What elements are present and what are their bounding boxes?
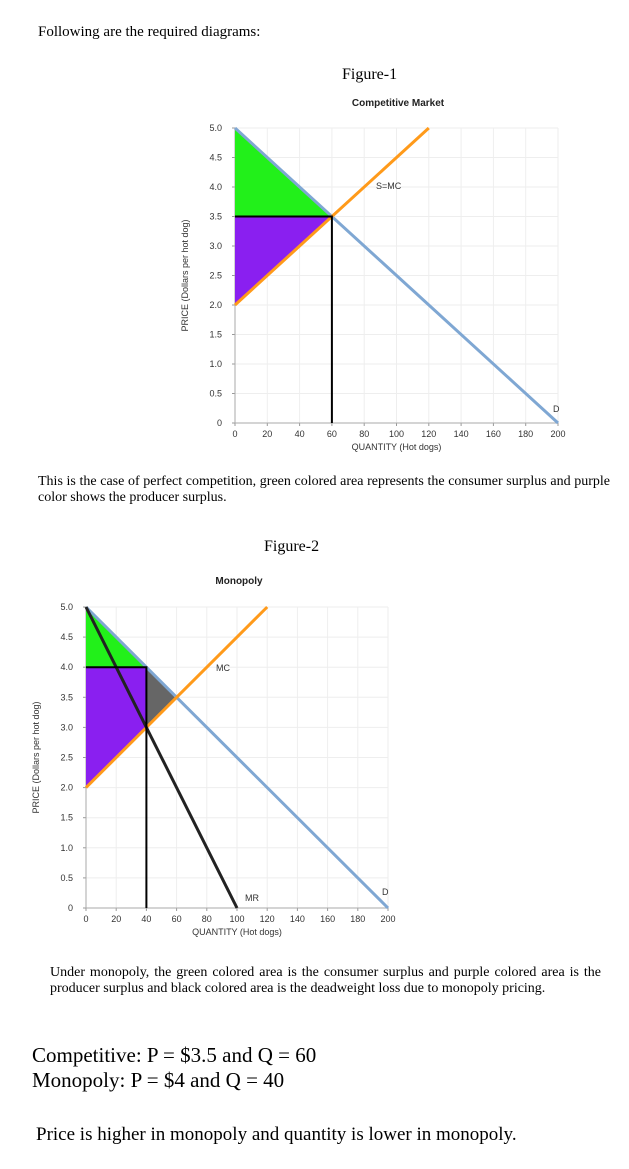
y-tick-label: 2.0 <box>60 783 73 793</box>
series-label-d: D <box>382 887 389 897</box>
series-line-d <box>233 126 560 425</box>
x-tick-label: 100 <box>229 914 244 924</box>
series-label-mc: MC <box>216 663 230 673</box>
x-tick-label: 160 <box>486 429 501 439</box>
y-tick-label: 3.0 <box>60 722 73 732</box>
x-tick-label: 0 <box>232 429 237 439</box>
x-tick-label: 120 <box>421 429 436 439</box>
series-label-s-mc: S=MC <box>376 181 402 191</box>
x-tick-label: 140 <box>290 914 305 924</box>
y-tick-label: 4.0 <box>209 182 222 192</box>
x-tick-label: 80 <box>202 914 212 924</box>
deadweight-loss-area <box>146 667 177 728</box>
x-axis-label: QUANTITY (Hot dogs) <box>192 927 282 937</box>
series-line-d <box>84 605 390 910</box>
y-tick-label: 1.0 <box>209 359 222 369</box>
x-tick-label: 0 <box>83 914 88 924</box>
x-tick-label: 40 <box>141 914 151 924</box>
x-tick-label: 20 <box>262 429 272 439</box>
series-line-mc <box>84 605 269 789</box>
x-tick-label: 60 <box>327 429 337 439</box>
y-tick-label: 1.5 <box>209 330 222 340</box>
y-tick-label: 0 <box>217 418 222 428</box>
y-tick-label: 0.5 <box>209 389 222 399</box>
series-line-mr <box>84 606 239 909</box>
x-tick-label: 140 <box>454 429 469 439</box>
x-tick-label: 60 <box>172 914 182 924</box>
chart-title: Monopoly <box>215 576 263 587</box>
x-tick-label: 180 <box>518 429 533 439</box>
figure2-caption: Figure-2 <box>264 538 320 555</box>
y-tick-label: 2.0 <box>209 300 222 310</box>
x-tick-label: 180 <box>350 914 365 924</box>
y-tick-label: 0.5 <box>60 873 73 883</box>
result-monopoly: Monopoly: P = $4 and Q = 40 <box>32 1068 285 1092</box>
x-tick-label: 40 <box>295 429 305 439</box>
y-tick-label: 5.0 <box>209 123 222 133</box>
y-tick-label: 0 <box>68 903 73 913</box>
result-competitive: Competitive: P = $3.5 and Q = 60 <box>32 1043 317 1067</box>
x-tick-label: 160 <box>320 914 335 924</box>
x-tick-label: 120 <box>260 914 275 924</box>
y-tick-label: 3.0 <box>209 241 222 251</box>
y-tick-label: 4.5 <box>60 632 73 642</box>
y-tick-label: 4.0 <box>60 662 73 672</box>
paragraph-competition: This is the case of perfect competition,… <box>38 474 610 505</box>
chart-title: Competitive Market <box>352 98 445 109</box>
intro-text: Following are the required diagrams: <box>38 24 261 40</box>
conclusion-text: Price is higher in monopoly and quantity… <box>36 1124 517 1145</box>
x-axis-label: QUANTITY (Hot dogs) <box>352 442 442 452</box>
y-axis-label: PRICE (Dollars per hot dog) <box>31 701 41 813</box>
y-tick-label: 1.5 <box>60 813 73 823</box>
x-tick-label: 80 <box>359 429 369 439</box>
y-tick-label: 2.5 <box>209 271 222 281</box>
x-tick-label: 200 <box>550 429 565 439</box>
y-tick-label: 4.5 <box>209 153 222 163</box>
x-tick-label: 20 <box>111 914 121 924</box>
series-label-d: D <box>553 404 560 414</box>
figure1-caption: Figure-1 <box>342 66 398 83</box>
y-tick-label: 2.5 <box>60 753 73 763</box>
series-label-mr: MR <box>245 893 259 903</box>
paragraph-monopoly: Under monopoly, the green colored area i… <box>50 965 601 996</box>
equilibrium-lines <box>235 215 333 423</box>
equilibrium-lines <box>86 666 148 908</box>
y-axis-label: PRICE (Dollars per hot dog) <box>180 219 190 331</box>
y-tick-label: 3.5 <box>209 212 222 222</box>
y-tick-label: 5.0 <box>60 602 73 612</box>
y-tick-label: 1.0 <box>60 843 73 853</box>
x-tick-label: 100 <box>389 429 404 439</box>
y-tick-label: 3.5 <box>60 692 73 702</box>
x-tick-label: 200 <box>380 914 395 924</box>
